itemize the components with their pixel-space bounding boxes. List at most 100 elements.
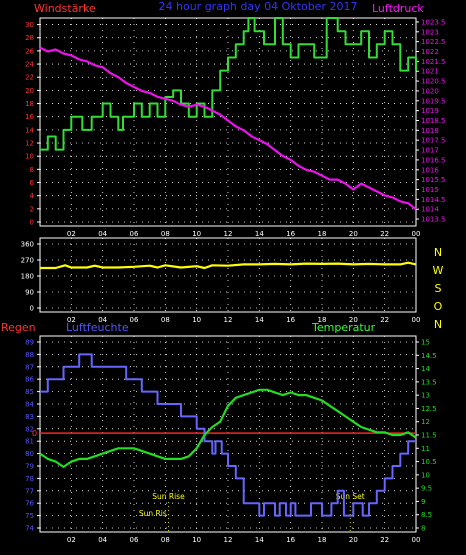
x-tick-label: 20 — [349, 316, 358, 324]
y-right-tick-label: 1017 — [421, 147, 439, 155]
luftfeuchte-label: Luftfeuchte — [66, 321, 129, 334]
y-left-tick-label: 6 — [30, 179, 35, 187]
x-tick-label: 16 — [286, 536, 295, 544]
y-right-tick-label: 10.5 — [421, 458, 437, 466]
y-left-tick-label: 18 — [25, 100, 34, 108]
y-right-tick-label: 1023 — [421, 28, 439, 36]
y-left-tick-label: 0 — [30, 219, 34, 227]
x-tick-label: 00 — [412, 230, 421, 238]
y-left-tick-label: 0 — [30, 305, 34, 313]
y-left-tick-label: 180 — [21, 273, 34, 281]
y-right-tick-label: 1023.5 — [421, 18, 446, 26]
y-right-tick-label: 1015.5 — [421, 176, 446, 184]
regen-label: Regen — [1, 321, 36, 334]
x-tick-label: 16 — [286, 230, 295, 238]
y-right-tick-label: 1016 — [421, 166, 439, 174]
x-tick-label: 12 — [224, 230, 233, 238]
y-left-tick-label: 270 — [21, 257, 34, 265]
x-tick-label: 14 — [255, 230, 264, 238]
y-right-tick-label: 1018.5 — [421, 117, 446, 125]
y-right-tick-label: 1020 — [421, 87, 439, 95]
y-left-tick-label: 20 — [25, 87, 34, 95]
y-right-tick-label: 8 — [421, 525, 425, 533]
y-left-tick-label: 14 — [25, 126, 34, 134]
temperatur-label: Temperatur — [311, 321, 376, 334]
series-line — [40, 261, 417, 270]
x-tick-label: 14 — [255, 536, 264, 544]
y-right-tick-label: 1022.5 — [421, 38, 446, 46]
y-left-tick-label: 74 — [25, 525, 34, 533]
x-tick-label: 08 — [161, 230, 170, 238]
x-tick-label: 18 — [318, 230, 327, 238]
y-right-tick-label: 11.5 — [421, 432, 437, 440]
x-tick-label: 02 — [67, 316, 76, 324]
y-right-tick-label: 1019 — [421, 107, 439, 115]
x-tick-label: 20 — [349, 230, 358, 238]
series-line — [40, 17, 417, 151]
x-tick-label: 04 — [98, 536, 107, 544]
x-tick-label: 22 — [380, 230, 389, 238]
x-tick-label: 10 — [192, 536, 201, 544]
y-left-tick-label: 8 — [30, 166, 34, 174]
series-line — [39, 388, 417, 468]
y-left-tick-label: 81 — [25, 438, 34, 446]
y-left-tick-label: 12 — [25, 140, 34, 148]
sun-annotation: Sun Set — [336, 492, 365, 501]
series-line — [39, 46, 417, 211]
y-left-tick-label: 30 — [25, 21, 34, 29]
y-left-tick-label: 84 — [25, 401, 34, 409]
y-left-tick-label: 10 — [25, 153, 34, 161]
y-right-tick-label: 14 — [421, 365, 430, 373]
x-tick-label: 10 — [192, 316, 201, 324]
y-right-tick-label: 9 — [421, 498, 425, 506]
y-left-tick-label: 78 — [25, 475, 34, 483]
x-tick-label: 12 — [224, 316, 233, 324]
y-left-tick-label: 89 — [25, 339, 34, 347]
sun-annotation: Sun Ris — [139, 509, 167, 518]
y-left-tick-label: 4 — [30, 192, 35, 200]
y-left-tick-label: 83 — [25, 413, 34, 421]
y-left-tick-label: 76 — [25, 500, 34, 508]
y-right-tick-label: 13 — [421, 392, 430, 400]
plot-frame — [39, 17, 417, 227]
y-right-tick-label: 8.5 — [421, 511, 432, 519]
y-left-tick-label: 82 — [25, 425, 34, 433]
compass-label: N — [434, 246, 442, 259]
y-left-tick-label: 2 — [30, 205, 34, 213]
compass-label: N — [434, 318, 442, 331]
x-tick-label: 22 — [380, 536, 389, 544]
y-left-tick-label: 86 — [25, 376, 34, 384]
x-tick-label: 00 — [412, 316, 421, 324]
compass-label: O — [434, 300, 443, 313]
y-left-tick-label: 75 — [25, 512, 34, 520]
luftdruck-title: Luftdruck — [372, 2, 424, 15]
y-right-tick-label: 15 — [421, 339, 430, 347]
y-right-tick-label: 1013.5 — [421, 216, 446, 224]
x-tick-label: 18 — [318, 316, 327, 324]
y-right-tick-label: 1019.5 — [421, 97, 446, 105]
y-left-tick-label: 22 — [25, 74, 34, 82]
x-tick-label: 02 — [67, 536, 76, 544]
series-line — [40, 353, 416, 517]
y-right-tick-label: 1014 — [421, 206, 439, 214]
y-right-tick-label: 10 — [421, 471, 430, 479]
y-left-tick-label: 88 — [25, 351, 34, 359]
y-right-tick-label: 1021.5 — [421, 58, 446, 66]
y-left-tick-label: 26 — [25, 47, 34, 55]
x-tick-label: 20 — [349, 536, 358, 544]
y-left-tick-label: 80 — [25, 450, 34, 458]
x-tick-label: 10 — [192, 230, 201, 238]
wind-direction-panel: 02 04 06 08 10 12 14 16 18 20 22 00090180270360NWSO… — [21, 237, 444, 331]
y-right-tick-label: 1015 — [421, 186, 439, 194]
y-right-tick-label: 14.5 — [421, 352, 437, 360]
x-tick-label: 14 — [255, 316, 264, 324]
x-tick-label: 06 — [130, 536, 139, 544]
wind-pressure-panel: 02 04 06 08 10 12 14 16 18 20 22 000246810121416182… — [25, 17, 446, 238]
y-left-tick-label: 87 — [25, 363, 34, 371]
humidity-temperature-panel: 02 04 06 08 10 12 14 16 18 20 22 007475767778798081… — [25, 335, 437, 544]
windstaerke-title: Windstärke — [34, 2, 96, 15]
x-tick-label: 12 — [224, 536, 233, 544]
sun-annotation: Sun Rise — [152, 492, 185, 501]
y-left-tick-label: 79 — [25, 463, 34, 471]
